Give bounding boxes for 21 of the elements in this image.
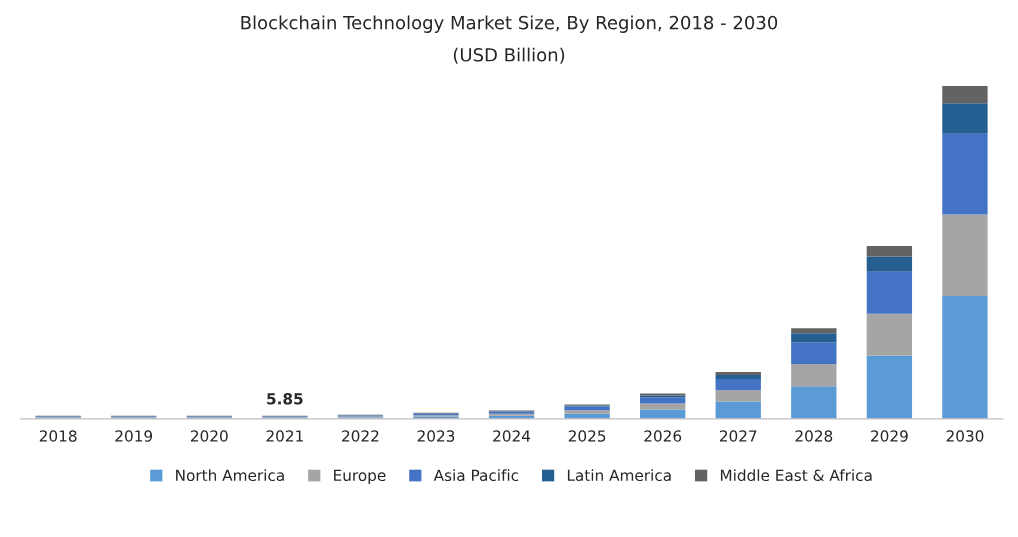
x-tick-label: 2022 <box>342 430 379 442</box>
x-tick-label: 2029 <box>871 430 908 442</box>
legend-label: Latin America <box>567 469 671 482</box>
x-tick-label: 2030 <box>946 430 984 442</box>
legend-label: Middle East & Africa <box>720 469 872 482</box>
x-tick-label: 2026 <box>644 430 682 442</box>
legend-label: Europe <box>334 469 386 485</box>
chart-title: Blockchain Technology Market Size, By Region, 2018 - 2030 <box>241 15 778 33</box>
x-tick-label: 2024 <box>493 430 531 442</box>
x-tick-label: 2019 <box>115 430 153 442</box>
x-tick-label: 2020 <box>190 430 228 442</box>
x-tick-label: 2023 <box>417 430 455 442</box>
x-tick-label: 2025 <box>568 430 606 442</box>
chart-subtitle: (USD Billion) <box>453 47 565 64</box>
x-tick-label: 2028 <box>795 430 833 442</box>
x-tick-label: 2018 <box>39 430 77 442</box>
annotation: 5.85 <box>267 393 303 405</box>
x-tick-label: 2027 <box>719 430 757 442</box>
legend-label: North America <box>176 469 284 482</box>
x-tick-label: 2021 <box>266 430 303 442</box>
legend-label: Asia Pacific <box>433 469 519 482</box>
